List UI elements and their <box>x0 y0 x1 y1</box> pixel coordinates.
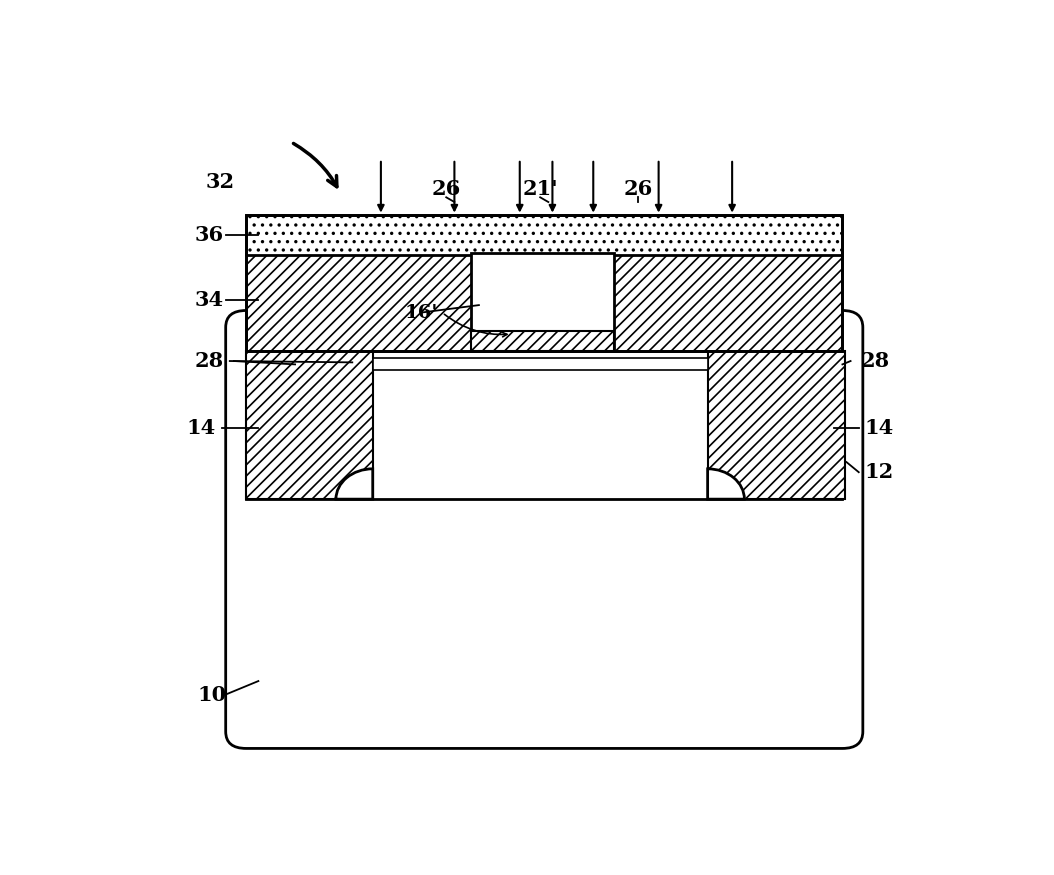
FancyBboxPatch shape <box>226 311 863 748</box>
Text: 36: 36 <box>195 225 223 245</box>
Bar <box>373 358 707 370</box>
Bar <box>247 351 842 499</box>
Text: 14: 14 <box>864 418 894 438</box>
Wedge shape <box>336 469 373 499</box>
Text: 34: 34 <box>195 290 223 311</box>
Text: 28: 28 <box>860 351 890 371</box>
Text: 26: 26 <box>624 179 652 200</box>
Text: 12: 12 <box>864 462 894 482</box>
Bar <box>247 253 842 351</box>
Text: 16': 16' <box>405 304 438 321</box>
Text: 14: 14 <box>187 418 216 438</box>
Text: 28: 28 <box>195 351 223 371</box>
Text: 10: 10 <box>197 684 227 704</box>
Bar <box>471 331 613 351</box>
Bar <box>471 253 613 351</box>
Bar <box>247 215 842 255</box>
Bar <box>247 351 373 499</box>
Text: 32: 32 <box>206 172 235 192</box>
Wedge shape <box>707 469 744 499</box>
Text: 21': 21' <box>523 179 558 200</box>
Bar <box>707 351 845 499</box>
Bar <box>247 215 842 351</box>
Text: 26: 26 <box>431 179 461 200</box>
